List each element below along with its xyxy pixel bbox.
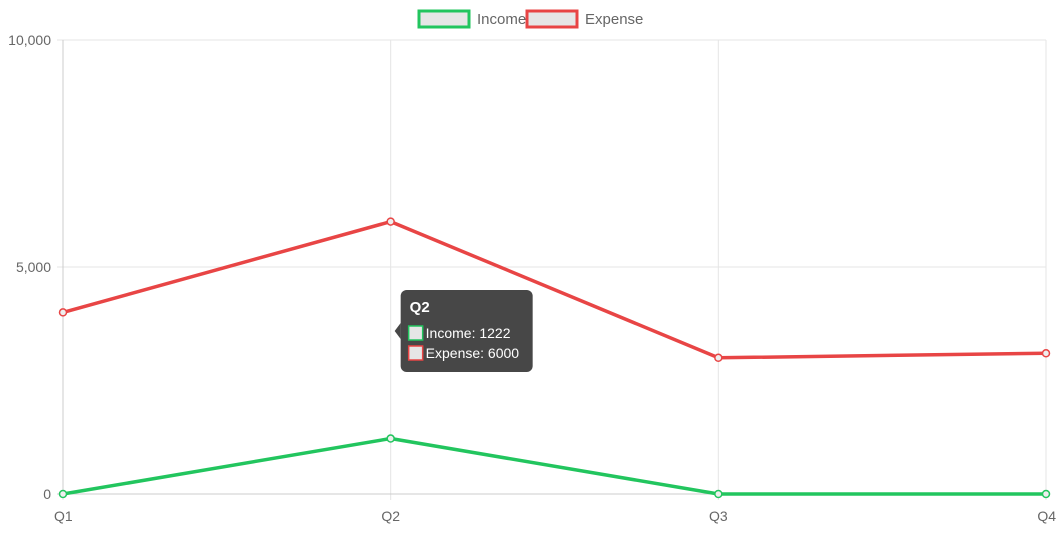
legend[interactable]: Income Expense [417, 9, 643, 29]
legend-item-expense[interactable]: Expense [525, 9, 643, 29]
data-point-income[interactable] [1041, 489, 1051, 499]
y-tick-label: 10,000 [8, 32, 51, 48]
tooltip-swatch [407, 325, 424, 341]
data-point-expense[interactable] [58, 308, 68, 317]
x-tick-label: Q4 [1037, 508, 1056, 524]
tooltip-swatch [407, 345, 424, 361]
legend-item-income[interactable]: Income [417, 9, 526, 29]
tooltip-box: Q2 Income: 1222 Expense: 6000 [394, 290, 533, 372]
legend-swatch [417, 9, 471, 29]
x-tick-label: Q3 [709, 508, 728, 524]
series-line-expense[interactable] [61, 219, 1048, 360]
data-point-income[interactable] [58, 489, 68, 499]
axis-layer: Q1 Q2 Q3 Q4 0 5,000 10,000 [8, 32, 1056, 524]
tooltip: Q2 Income: 1222 Expense: 6000 [394, 290, 533, 372]
x-tick-label: Q2 [381, 508, 400, 524]
data-point-income[interactable] [714, 489, 723, 499]
data-point-income[interactable] [386, 434, 395, 443]
tooltip-caret [394, 323, 401, 339]
tooltip-line: Expense: 6000 [426, 345, 520, 361]
data-point-expense[interactable] [386, 217, 395, 226]
legend-label: Expense [585, 11, 643, 28]
series-line-income[interactable] [61, 436, 1048, 496]
grid-layer [57, 39, 1047, 500]
y-tick-label: 5,000 [16, 259, 51, 275]
data-point-expense[interactable] [714, 353, 723, 363]
data-point-expense[interactable] [1041, 349, 1051, 358]
x-tick-label: Q1 [54, 508, 73, 524]
tooltip-line: Income: 1222 [426, 325, 511, 341]
legend-label: Income [477, 11, 526, 28]
y-tick-label: 0 [43, 486, 51, 502]
legend-swatch [525, 9, 579, 29]
tooltip-title: Q2 [410, 299, 430, 316]
tooltip-background [400, 290, 533, 372]
series-layer [58, 217, 1051, 499]
